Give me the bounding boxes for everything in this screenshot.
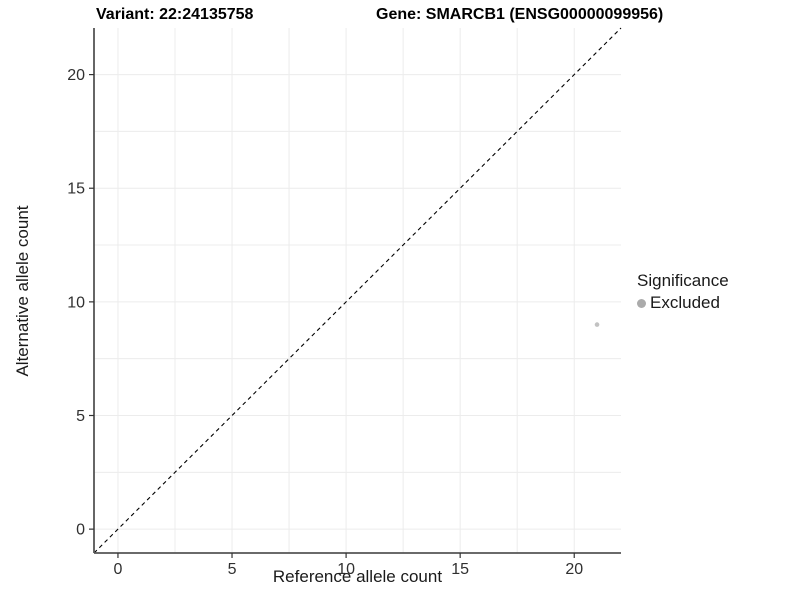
axis-lines <box>93 28 621 554</box>
variant-title: Variant: 22:24135758 <box>96 6 254 23</box>
legend: Significance Excluded <box>637 271 729 313</box>
svg-text:0: 0 <box>76 522 85 539</box>
legend-entry-excluded: Excluded <box>637 293 729 313</box>
gene-title: Gene: SMARCB1 (ENSG00000099956) <box>376 6 664 23</box>
svg-text:20: 20 <box>67 67 85 84</box>
grid-lines <box>94 28 621 553</box>
legend-title: Significance <box>637 271 729 290</box>
x-axis-title: Reference allele count <box>272 567 443 586</box>
data-points <box>594 322 600 327</box>
svg-text:20: 20 <box>565 561 583 578</box>
svg-text:5: 5 <box>76 408 85 425</box>
svg-text:10: 10 <box>337 561 355 578</box>
x-axis-ticks: 0 5 10 15 20 <box>114 553 583 578</box>
svg-text:0: 0 <box>114 561 123 578</box>
legend-entry-label: Excluded <box>650 293 720 312</box>
data-point <box>594 322 600 327</box>
svg-text:15: 15 <box>67 181 85 198</box>
legend-point-icon <box>637 298 646 308</box>
identity-line <box>93 27 622 554</box>
svg-text:10: 10 <box>67 294 85 311</box>
y-axis-ticks: 0 5 10 15 20 <box>67 67 94 539</box>
svg-text:5: 5 <box>228 561 237 578</box>
svg-text:15: 15 <box>451 561 469 578</box>
